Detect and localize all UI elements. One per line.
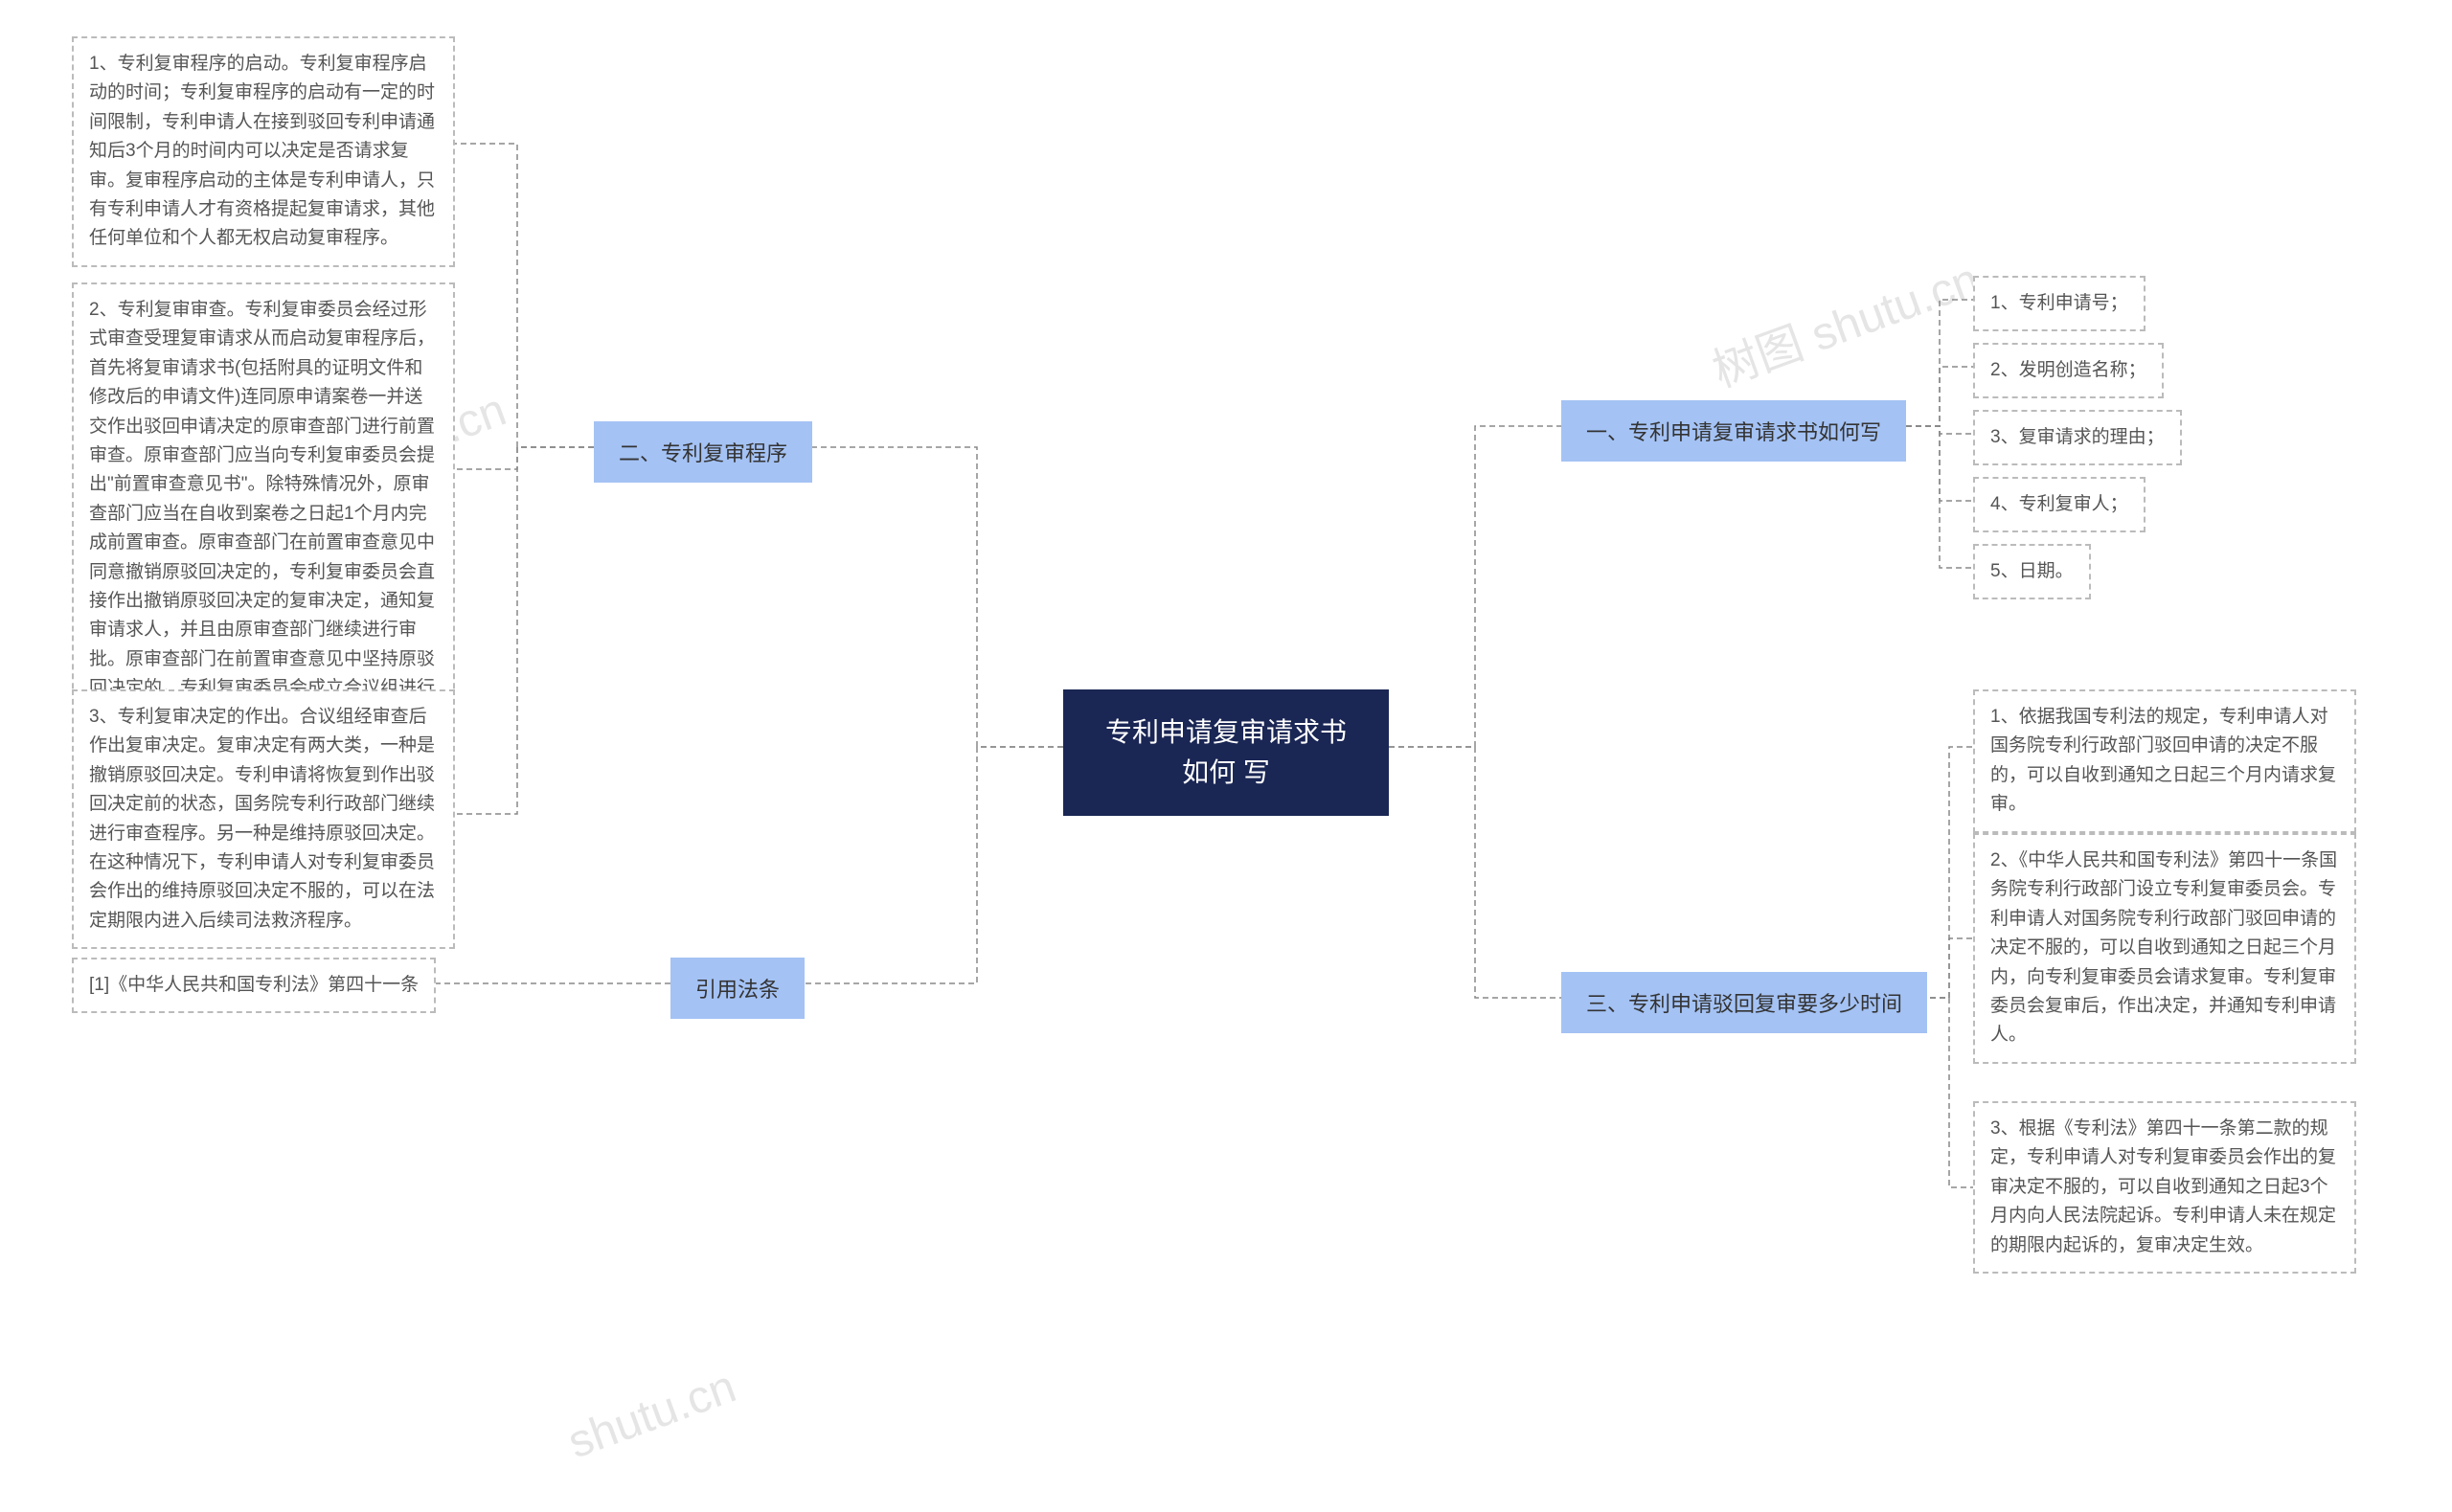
leaf-b3-3: 3、根据《专利法》第四十一条第二款的规定，专利申请人对专利复审委员会作出的复审决… <box>1973 1101 2356 1274</box>
branch-node-4: 引用法条 <box>670 958 805 1019</box>
branch-node-2: 二、专利复审程序 <box>594 421 812 483</box>
leaf-b3-1: 1、依据我国专利法的规定，专利申请人对国务院专利行政部门驳回申请的决定不服的，可… <box>1973 689 2356 833</box>
leaf-b1-3: 3、复审请求的理由； <box>1973 410 2182 465</box>
leaf-b2-1: 1、专利复审程序的启动。专利复审程序启动的时间；专利复审程序的启动有一定的时间限… <box>72 36 455 267</box>
leaf-b3-2: 2、《中华人民共和国专利法》第四十一条国务院专利行政部门设立专利复审委员会。专利… <box>1973 833 2356 1064</box>
leaf-b2-2: 2、专利复审审查。专利复审委员会经过形式审查受理复审请求从而启动复审程序后，首先… <box>72 282 455 746</box>
center-node: 专利申请复审请求书如何 写 <box>1063 689 1389 816</box>
center-title: 专利申请复审请求书如何 写 <box>1105 717 1347 787</box>
leaf-b2-3: 3、专利复审决定的作出。合议组经审查后作出复审决定。复审决定有两大类，一种是撤销… <box>72 689 455 949</box>
leaf-b4-1: [1]《中华人民共和国专利法》第四十一条 <box>72 958 436 1013</box>
leaf-b1-5: 5、日期。 <box>1973 544 2091 599</box>
branch-node-3: 三、专利申请驳回复审要多少时间 <box>1561 972 1927 1033</box>
leaf-b1-2: 2、发明创造名称； <box>1973 343 2164 398</box>
watermark: shutu.cn <box>561 1361 742 1470</box>
branch-node-1: 一、专利申请复审请求书如何写 <box>1561 400 1906 462</box>
leaf-b1-1: 1、专利申请号； <box>1973 276 2146 331</box>
watermark: 树图 shutu.cn <box>1702 241 1987 399</box>
leaf-b1-4: 4、专利复审人； <box>1973 477 2146 532</box>
